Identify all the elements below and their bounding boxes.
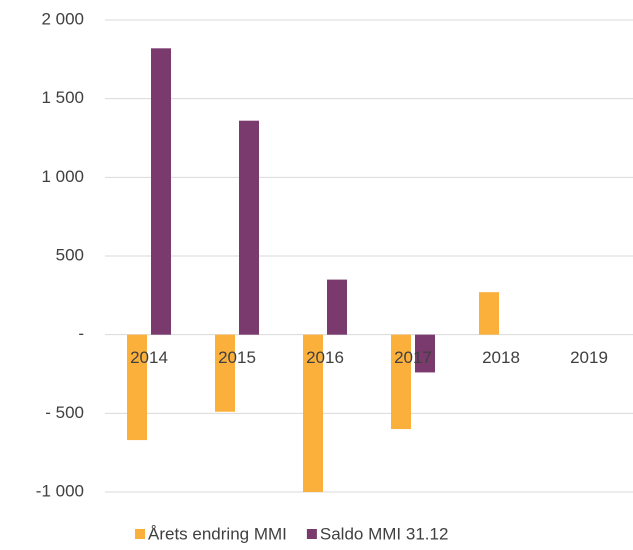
y-tick-label: 1 000 bbox=[41, 167, 84, 186]
x-tick-label: 2019 bbox=[570, 348, 608, 367]
legend-swatch bbox=[306, 529, 317, 539]
bar bbox=[127, 334, 147, 441]
x-tick-label: 2017 bbox=[394, 348, 432, 367]
y-tick-label: 500 bbox=[56, 245, 84, 264]
bar bbox=[327, 279, 347, 335]
legend-label: Årets endring MMI bbox=[148, 524, 287, 543]
y-tick-label: 2 000 bbox=[41, 9, 84, 28]
y-tick-label: -1 000 bbox=[36, 481, 84, 500]
legend-label: Saldo MMI 31.12 bbox=[320, 524, 449, 543]
legend-swatch bbox=[135, 529, 145, 539]
bar bbox=[151, 48, 171, 335]
bar bbox=[391, 334, 411, 430]
bar bbox=[303, 334, 323, 492]
y-tick-label: 1 500 bbox=[41, 88, 84, 107]
bar bbox=[215, 334, 235, 412]
y-tick-label: - bbox=[78, 324, 84, 343]
bar bbox=[479, 292, 499, 335]
bar bbox=[415, 334, 435, 373]
y-tick-label: - 500 bbox=[45, 403, 84, 422]
x-tick-label: 2018 bbox=[482, 348, 520, 367]
x-tick-label: 2014 bbox=[130, 348, 168, 367]
x-tick-label: 2016 bbox=[306, 348, 344, 367]
bar bbox=[239, 120, 259, 335]
x-tick-label: 2015 bbox=[218, 348, 256, 367]
